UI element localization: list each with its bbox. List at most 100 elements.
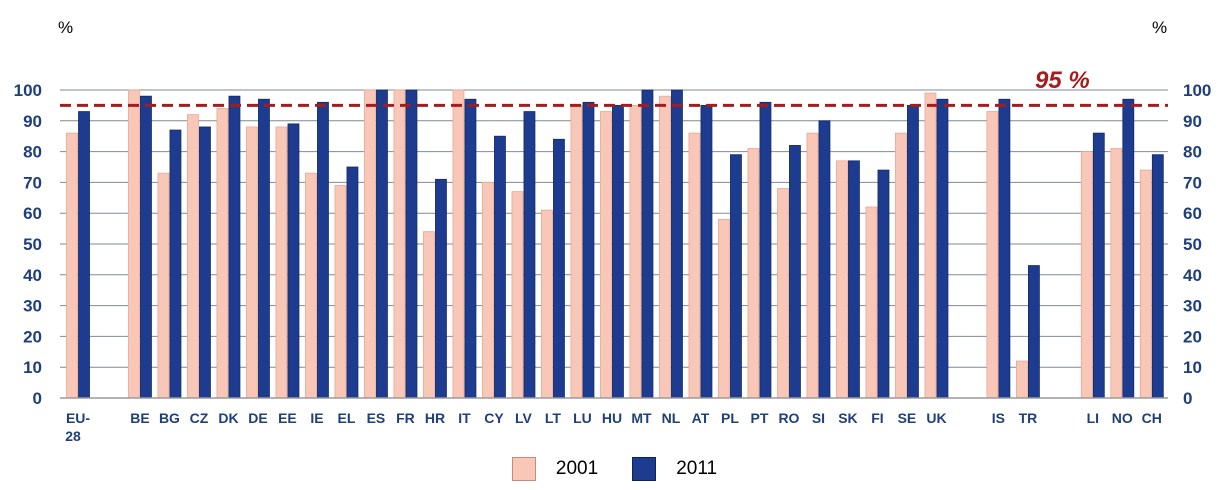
- legend-label-2011: 2011: [676, 458, 718, 479]
- bar-2011-hr: [435, 178, 447, 399]
- y-tick-label: 60: [23, 204, 42, 223]
- bar-2001-lt: [541, 209, 553, 399]
- bar-2011-be: [140, 95, 152, 399]
- bar-2001-ie: [305, 172, 317, 399]
- bar-2001-de: [246, 126, 258, 399]
- bar-2001-dk: [216, 108, 229, 399]
- x-tick-label: NO: [1112, 410, 1133, 426]
- bar-2011-ch: [1151, 154, 1164, 399]
- legend-label-2001: 2001: [555, 458, 599, 479]
- y-tick-label: 90: [1183, 112, 1202, 131]
- bar-2011-bg: [169, 129, 182, 399]
- bar-2001-lv: [511, 191, 524, 399]
- y-tick-label: 10: [1183, 358, 1202, 377]
- y-tick-label: 20: [23, 327, 42, 346]
- x-tick-label: ES: [367, 410, 386, 426]
- x-tick-label: EE: [278, 410, 297, 426]
- y-axis-left: 0 10 20 30 40 50 60 70 80 90 100: [14, 81, 42, 408]
- y-unit-right: %: [1152, 18, 1167, 37]
- bar-2011-es: [376, 89, 388, 399]
- x-tick-label: SK: [838, 410, 857, 426]
- bar-2011-at: [700, 105, 713, 399]
- bar-2001-pl: [718, 218, 730, 399]
- bar-2011-se: [907, 105, 919, 399]
- bar-2001-be: [128, 89, 140, 399]
- bar-chart: % % 0 10 20 30 40 50 60 70 80 90 100 0 10 20 30 40 50 60…: [14, 18, 1212, 444]
- legend-swatch-2001: [511, 457, 536, 481]
- reference-line-label: 95 %: [1035, 67, 1090, 94]
- x-tick-label: IS: [992, 410, 1005, 426]
- y-tick-label: 30: [23, 297, 42, 316]
- x-axis: EU- 28 BE BG CZ DK DE EE IE EL ES FR HR IT CY LV LT LU HU M…: [65, 410, 1162, 444]
- x-tick-label: CZ: [190, 410, 209, 426]
- x-tick-label: BG: [159, 410, 180, 426]
- y-unit-left: %: [58, 18, 73, 37]
- bar-2001-tr: [1016, 360, 1028, 399]
- x-tick-label: DE: [248, 410, 267, 426]
- bar-2001-it: [452, 89, 465, 399]
- y-tick-label: 30: [1183, 297, 1202, 316]
- bar-2011-ee: [287, 123, 300, 399]
- legend: 2001 2011: [0, 454, 1219, 484]
- x-tick-label: LI: [1087, 410, 1099, 426]
- x-tick-label: TR: [1019, 410, 1038, 426]
- bar-2011-lu: [582, 101, 595, 399]
- x-tick-line: 28: [65, 428, 81, 444]
- bar-2001-sk: [836, 160, 848, 399]
- x-tick-label: CY: [484, 410, 504, 426]
- y-tick-label: 80: [23, 143, 42, 162]
- bar-2011-sk: [848, 160, 860, 399]
- y-tick-label: 100: [14, 81, 42, 100]
- bar-series: [66, 89, 1164, 399]
- bar-2011-no: [1122, 98, 1135, 399]
- bar-2001-el: [334, 185, 347, 399]
- bar-2011-pt: [759, 101, 772, 399]
- x-tick-label: IE: [310, 410, 323, 426]
- legend-item-2001: 2001: [511, 457, 599, 481]
- y-tick-label: 70: [1183, 173, 1202, 192]
- legend-swatch-2011: [632, 457, 657, 481]
- bar-2011-pl: [730, 154, 742, 399]
- bar-2011-uk: [936, 98, 949, 399]
- y-tick-label: 10: [23, 358, 42, 377]
- bar-2001-nl: [659, 95, 671, 399]
- bar-2001-ch: [1139, 169, 1152, 399]
- y-tick-label: 70: [23, 173, 42, 192]
- y-axis-right: 0 10 20 30 40 50 60 70 80 90 100: [1183, 81, 1211, 408]
- y-tick-label: 60: [1183, 204, 1202, 223]
- bar-2011-fi: [877, 169, 890, 399]
- x-tick-label: HU: [602, 410, 622, 426]
- x-tick-label: LV: [515, 410, 533, 426]
- bar-2001-ro: [777, 188, 789, 399]
- y-tick-label: 0: [33, 389, 42, 408]
- bar-2001-lu: [570, 105, 583, 399]
- x-tick-label: NL: [662, 410, 681, 426]
- bar-2001-fr: [393, 89, 406, 399]
- x-tick-label: EU- 28: [65, 410, 90, 444]
- y-tick-label: 50: [23, 235, 42, 254]
- x-tick-label: IT: [458, 410, 471, 426]
- y-tick-label: 90: [23, 112, 42, 131]
- x-tick-label: MT: [631, 410, 652, 426]
- bar-2011-fr: [405, 89, 418, 399]
- bar-2001-mt: [629, 105, 642, 399]
- bar-2001-bg: [157, 172, 170, 399]
- y-tick-label: 80: [1183, 143, 1202, 162]
- bar-2001-hr: [423, 231, 435, 399]
- x-tick-label: PL: [721, 410, 739, 426]
- bar-2001-cy: [482, 181, 494, 399]
- bar-2001-ee: [275, 126, 288, 399]
- y-tick-label: 50: [1183, 235, 1202, 254]
- x-tick-label: AT: [692, 410, 710, 426]
- bar-2001-fi: [865, 206, 878, 399]
- y-tick-label: 100: [1183, 81, 1211, 100]
- legend-item-2011: 2011: [632, 457, 717, 481]
- y-tick-label: 40: [23, 266, 42, 285]
- bar-2001-hu: [600, 111, 612, 399]
- bar-2001-eu-28: [66, 132, 78, 399]
- bar-2011-eu-28: [78, 111, 90, 399]
- bar-2011-el: [346, 166, 359, 399]
- bar-2011-mt: [641, 89, 654, 399]
- x-tick-label: EL: [338, 410, 356, 426]
- x-tick-label: FR: [396, 410, 415, 426]
